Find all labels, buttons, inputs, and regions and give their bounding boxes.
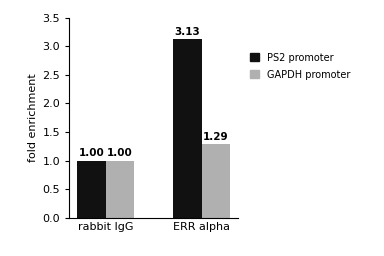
Bar bbox=[202, 144, 230, 218]
Bar bbox=[173, 39, 202, 218]
Bar bbox=[106, 161, 134, 218]
Text: 1.00: 1.00 bbox=[78, 148, 104, 158]
Bar bbox=[77, 161, 106, 218]
Legend: PS2 promoter, GAPDH promoter: PS2 promoter, GAPDH promoter bbox=[250, 53, 351, 80]
Y-axis label: fold enrichment: fold enrichment bbox=[28, 73, 38, 162]
Text: 1.00: 1.00 bbox=[107, 148, 133, 158]
Text: 3.13: 3.13 bbox=[174, 27, 200, 37]
Text: 1.29: 1.29 bbox=[203, 132, 229, 142]
